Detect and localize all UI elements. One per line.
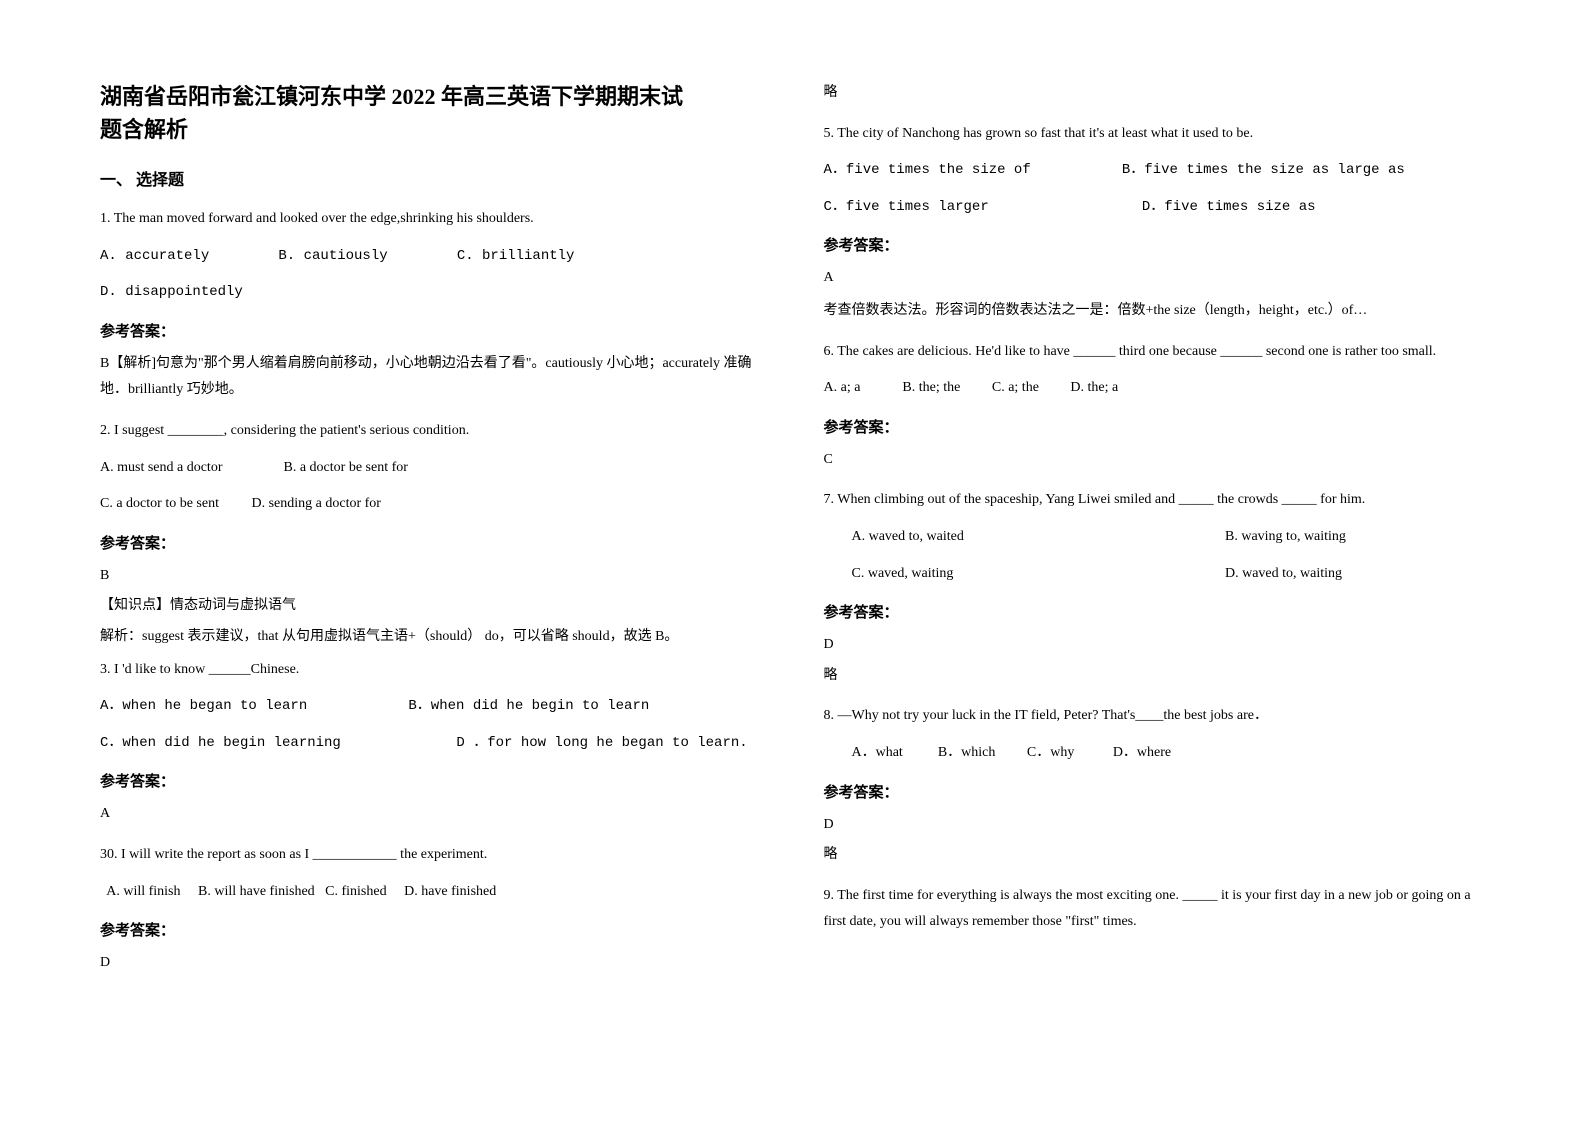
q7-option-b: B. waving to, waiting (1225, 529, 1346, 544)
q3-option-c: C．when did he begin learning (100, 730, 448, 757)
q2-answer-label: 参考答案： (100, 532, 764, 553)
q7-options-row2: C. waved, waiting D. waved to, waiting (824, 561, 1488, 588)
q8-answer-letter: D (824, 812, 1488, 839)
q5-option-a: A．five times the size of (824, 157, 1114, 184)
q2-stem: 2. I suggest ________, considering the p… (100, 418, 764, 445)
q1-option-d: D. disappointedly (100, 279, 764, 306)
q30-answer-letter: D (100, 950, 764, 977)
q30-answer-label: 参考答案： (100, 919, 764, 940)
omit-1: 略 (824, 80, 1488, 107)
document-title: 湖南省岳阳市瓮江镇河东中学 2022 年高三英语下学期期末试 题含解析 (100, 80, 764, 146)
q3-answer-letter: A (100, 801, 764, 828)
section-1-heading: 一、 选择题 (100, 166, 764, 190)
q6-answer-letter: C (824, 447, 1488, 474)
q1-option-c: C. brilliantly (457, 248, 575, 264)
q30-options: A. will finish B. will have finished C. … (100, 879, 764, 906)
q6-options: A. a; a B. the; the C. a; the D. the; a (824, 375, 1488, 402)
q1-option-a: A. accurately (100, 243, 270, 270)
q3-option-d: D ．for how long he began to learn. (456, 735, 747, 751)
q7-option-a: A. waved to, waited (852, 524, 1222, 551)
q2-option-b: B. a doctor be sent for (284, 460, 408, 475)
title-line-1: 湖南省岳阳市瓮江镇河东中学 2022 年高三英语下学期期末试 (100, 84, 683, 109)
q5-answer-label: 参考答案： (824, 234, 1488, 255)
q2-option-a: A. must send a doctor (100, 455, 280, 482)
q7-answer-letter: D (824, 632, 1488, 659)
q8-stem: 8. —Why not try your luck in the IT fiel… (824, 703, 1488, 730)
q2-options-row2: C. a doctor to be sent D. sending a doct… (100, 491, 764, 518)
q5-options-row1: A．five times the size of B．five times th… (824, 157, 1488, 184)
q30-stem: 30. I will write the report as soon as I… (100, 842, 764, 869)
q1-stem: 1. The man moved forward and looked over… (100, 206, 764, 233)
q2-knowledge: 【知识点】情态动词与虚拟语气 (100, 593, 764, 620)
q7-options-row1: A. waved to, waited B. waving to, waitin… (824, 524, 1488, 551)
q5-stem: 5. The city of Nanchong has grown so fas… (824, 121, 1488, 148)
q5-option-b: B．five times the size as large as (1122, 162, 1405, 178)
q1-answer: B【解析]句意为"那个男人缩着肩膀向前移动，小心地朝边沿去看了看"。cautio… (100, 351, 764, 404)
q7-answer-label: 参考答案： (824, 601, 1488, 622)
q3-option-b: B．when did he begin to learn (408, 698, 649, 714)
q5-options-row2: C．five times larger D．five times size as (824, 194, 1488, 221)
q7-option-d: D. waved to, waiting (1225, 566, 1342, 581)
q3-option-a: A．when he began to learn (100, 693, 400, 720)
q2-explanation: 解析：suggest 表示建议，that 从句用虚拟语气主语+（should） … (100, 624, 764, 651)
q7-option-c: C. waved, waiting (852, 561, 1222, 588)
q2-option-d: D. sending a doctor for (252, 496, 381, 511)
q8-answer-label: 参考答案： (824, 781, 1488, 802)
q3-options-row2: C．when did he begin learning D ．for how … (100, 730, 764, 757)
q5-answer-letter: A (824, 265, 1488, 292)
q2-answer-letter: B (100, 563, 764, 590)
q3-options-row1: A．when he began to learn B．when did he b… (100, 693, 764, 720)
q1-options-row1: A. accurately B. cautiously C. brilliant… (100, 243, 764, 270)
q7-stem: 7. When climbing out of the spaceship, Y… (824, 487, 1488, 514)
title-line-2: 题含解析 (100, 117, 188, 142)
q2-options-row1: A. must send a doctor B. a doctor be sen… (100, 455, 764, 482)
q1-option-b: B. cautiously (278, 243, 448, 270)
q8-options: A．what B．which C．why D．where (824, 740, 1488, 767)
q3-stem: 3. I 'd like to know ______Chinese. (100, 657, 764, 684)
right-column: 略 5. The city of Nanchong has grown so f… (824, 80, 1488, 1042)
q9-stem: 9. The first time for everything is alwa… (824, 883, 1488, 936)
omit-3: 略 (824, 842, 1488, 869)
q1-answer-label: 参考答案： (100, 320, 764, 341)
q6-answer-label: 参考答案： (824, 416, 1488, 437)
q5-option-c: C．five times larger (824, 194, 1134, 221)
q6-stem: 6. The cakes are delicious. He'd like to… (824, 339, 1488, 366)
q5-option-d: D．five times size as (1142, 199, 1316, 215)
q3-answer-label: 参考答案： (100, 770, 764, 791)
q5-explanation: 考查倍数表达法。形容词的倍数表达法之一是：倍数+the size（length，… (824, 298, 1488, 325)
omit-2: 略 (824, 663, 1488, 690)
left-column: 湖南省岳阳市瓮江镇河东中学 2022 年高三英语下学期期末试 题含解析 一、 选… (100, 80, 764, 1042)
q2-option-c: C. a doctor to be sent (100, 491, 248, 518)
